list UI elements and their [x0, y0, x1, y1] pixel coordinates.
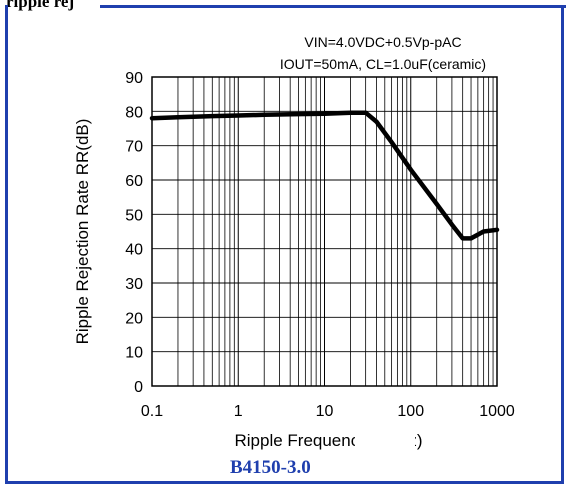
x-tick-label: 1 [234, 403, 243, 420]
y-tick-label: 70 [125, 139, 143, 156]
x-tick-label: 0.1 [141, 403, 163, 420]
x-tick-label: 100 [397, 403, 424, 420]
y-tick-label: 80 [125, 104, 143, 121]
header-partial-title: ripple rej [6, 0, 75, 11]
y-axis-label: Ripple Rejection Rate RR(dB) [73, 119, 92, 345]
annotation-iout: IOUT=50mA, CL=1.0uF(ceramic) [280, 56, 486, 72]
y-tick-label: 60 [125, 173, 143, 190]
series-line [149, 110, 500, 241]
header-strip: ripple rej [0, 0, 578, 12]
y-tick-label: 30 [125, 276, 143, 293]
x-tick-label: 1000 [479, 403, 515, 420]
y-tick-label: 0 [134, 379, 143, 396]
y-tick-label: 10 [125, 345, 143, 362]
y-tick-label: 90 [125, 70, 143, 87]
y-tick-label: 40 [125, 242, 143, 259]
x-tick-label: 10 [316, 403, 334, 420]
xlabel-occlusion [355, 430, 415, 470]
grid-layer [151, 76, 497, 387]
y-tick-label: 20 [125, 310, 143, 327]
tick-label-layer: 0 10 20 30 40 50 60 70 80 90 0.1 1 10 100 1000 [125, 70, 515, 420]
figure-frame [5, 5, 564, 484]
annotation-vin: VIN=4.0VDC+0.5Vp-pAC [304, 34, 461, 50]
header-divider [100, 5, 566, 8]
y-tick-label: 50 [125, 207, 143, 224]
device-label: B4150-3.0 [230, 457, 311, 478]
